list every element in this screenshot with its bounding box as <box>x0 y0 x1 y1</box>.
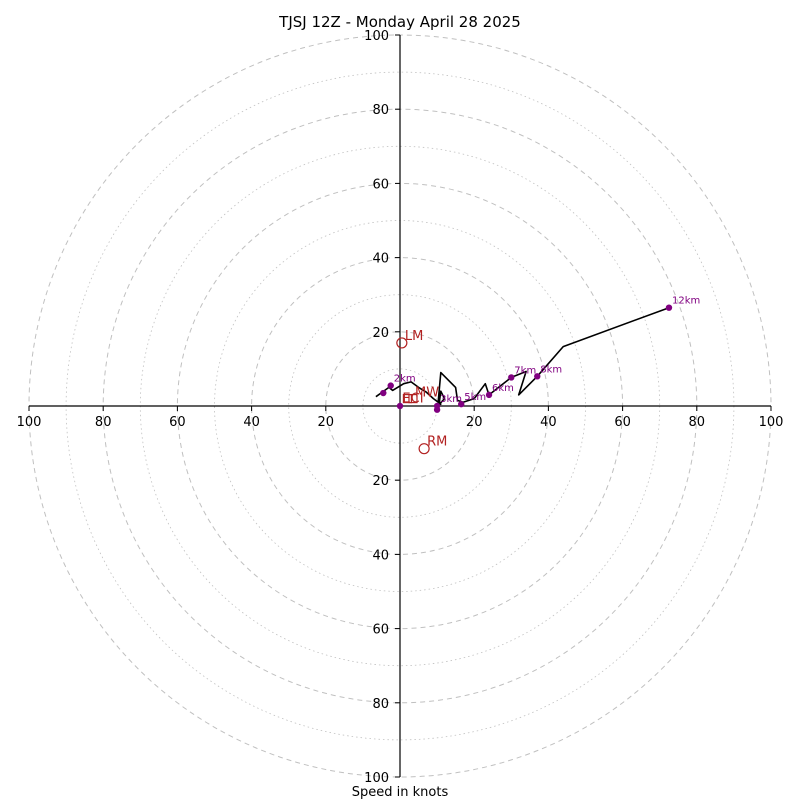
height-marker <box>396 402 404 410</box>
height-marker-label: 12km <box>672 296 700 307</box>
x-tick-label: 40 <box>540 415 557 430</box>
height-marker-label: 3km <box>440 394 462 405</box>
storm-motion-markers: LM MW RM ECI <box>396 329 447 455</box>
y-tick-label: 40 <box>372 252 389 267</box>
storm-motion-marker <box>408 393 418 404</box>
y-tick-label: 100 <box>364 29 389 44</box>
storm-motion-label: LM <box>405 329 423 344</box>
x-tick-labels: 100 80 60 40 20 20 40 60 80 100 <box>17 406 784 430</box>
storm-motion-label: MW <box>415 386 439 401</box>
chart-title: TJSJ 12Z - Monday April 28 2025 <box>278 13 521 31</box>
x-tick-label: 80 <box>689 415 706 430</box>
y-tick-label: 100 <box>364 771 389 786</box>
storm-motion-label: ECI <box>402 392 423 407</box>
height-marker <box>387 382 394 389</box>
x-tick-label: 100 <box>17 415 42 430</box>
x-tick-label: 80 <box>95 415 112 430</box>
height-marker <box>508 374 515 381</box>
x-tick-label: 60 <box>169 415 186 430</box>
height-marker <box>458 400 465 408</box>
hodograph-trace-line <box>375 306 670 407</box>
y-tick-label: 40 <box>372 548 389 563</box>
storm-motion-label: RM <box>427 435 447 450</box>
height-marker <box>485 391 493 399</box>
x-tick-label: 20 <box>318 415 335 430</box>
x-axis-label: Speed in knots <box>352 785 449 800</box>
hodograph-trace <box>375 306 670 407</box>
y-tick-label: 60 <box>372 623 389 638</box>
x-tick-label: 40 <box>243 415 260 430</box>
height-marker <box>534 373 541 380</box>
y-tick-label: 60 <box>372 177 389 192</box>
y-tick-label: 80 <box>372 697 389 712</box>
height-marker <box>665 304 673 311</box>
storm-motion-marker <box>396 337 408 349</box>
storm-motion-marker <box>402 393 413 404</box>
height-marker-label: 2km <box>394 374 416 385</box>
y-tick-labels: 100 80 60 40 20 20 40 60 80 100 <box>364 29 400 786</box>
height-marker-label: 6km <box>492 383 514 394</box>
x-tick-label: 100 <box>759 415 784 430</box>
height-marker <box>380 389 387 397</box>
height-marker-label: 5km <box>464 392 486 403</box>
height-marker-label: 8km <box>540 364 562 375</box>
x-tick-label: 20 <box>466 415 483 430</box>
x-tick-label: 60 <box>614 415 631 430</box>
y-tick-label: 20 <box>372 474 389 489</box>
y-tick-label: 20 <box>372 326 389 341</box>
storm-motion-marker <box>418 443 430 455</box>
height-marker <box>433 406 441 413</box>
height-marker-label: 7km <box>514 365 536 376</box>
y-tick-label: 80 <box>372 103 389 118</box>
